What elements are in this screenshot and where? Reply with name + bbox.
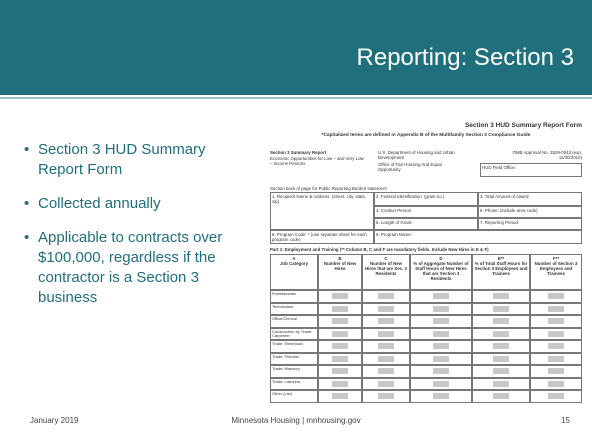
row-label: Other (List) (270, 390, 318, 403)
form-field: 9. Program Name: (374, 230, 582, 244)
col-label: % of Total Staff Hours for Section 3 Emp… (474, 261, 528, 276)
footer-center: Minnesota Housing | mnhousing.gov (0, 416, 592, 425)
input-box (548, 381, 564, 387)
input-box (493, 368, 509, 374)
input-box (332, 331, 348, 337)
row-label: Technicians (270, 303, 318, 316)
input-box (433, 293, 449, 299)
input-box (548, 306, 564, 312)
bullet-list: Section 3 HUD Summary Report Form Collect… (24, 140, 249, 322)
input-box (548, 393, 564, 399)
input-box (332, 343, 348, 349)
input-box (332, 293, 348, 299)
col-label: Number of New Hires (320, 261, 360, 271)
input-box (493, 331, 509, 337)
input-box (493, 381, 509, 387)
form-field: 6. Length of Grant: (374, 218, 478, 230)
col-label: Number of Section 3 Employees and Traine… (532, 261, 580, 276)
input-box (332, 318, 348, 324)
bullet: Collected annually (24, 194, 249, 214)
input-box (433, 343, 449, 349)
form-field: 5. Phone: (include area code) (478, 206, 582, 218)
col-header: F**Number of Section 3 Employees and Tra… (530, 254, 582, 290)
input-box (548, 356, 564, 362)
input-box (332, 356, 348, 362)
input-box (493, 393, 509, 399)
form-field: 3. Total Amount of Award: (478, 192, 582, 206)
row-label: Trade: Masonry (270, 365, 318, 378)
input-box (548, 331, 564, 337)
row-label: Trade: Electrician (270, 340, 318, 353)
input-box (493, 343, 509, 349)
input-box (378, 381, 394, 387)
page-number: 15 (561, 416, 570, 425)
form-field: 4. Contact Person (374, 206, 478, 218)
input-box (493, 318, 509, 324)
band-line (0, 97, 592, 99)
col-label: Number of New Hires that are Sec. 3 Resi… (364, 261, 408, 276)
col-header: D% of Aggregate Number of Staff Hours of… (410, 254, 472, 290)
col-label: Job Category (272, 261, 316, 266)
input-box (332, 306, 348, 312)
row-label: Professionals (270, 290, 318, 303)
input-box (493, 306, 509, 312)
row-label: Office/Clerical (270, 315, 318, 328)
input-box (433, 393, 449, 399)
input-box (378, 393, 394, 399)
input-box (378, 331, 394, 337)
form-note: *Capitalized terms are defined in Append… (268, 133, 584, 140)
input-box (433, 381, 449, 387)
form-field: 1. Recipient Name & Address: (street, ci… (270, 192, 374, 230)
col-header: AJob Category (270, 254, 318, 290)
row-label: Trade: Laborers (270, 378, 318, 391)
input-box (493, 356, 509, 362)
form-title: Section 3 HUD Summary Report Form (418, 122, 582, 131)
office: Office of Fair Housing And Equal Opportu… (378, 162, 448, 174)
input-box (378, 343, 394, 349)
input-box (332, 393, 348, 399)
form-field: 2. Federal Identification: (grant no.) (374, 192, 478, 206)
input-box (433, 306, 449, 312)
input-box (548, 318, 564, 324)
input-box (548, 293, 564, 299)
input-box (332, 381, 348, 387)
input-box (378, 306, 394, 312)
form-field: 7. Reporting Period: (478, 218, 582, 230)
input-box (493, 293, 509, 299)
input-box (378, 293, 394, 299)
input-box (433, 368, 449, 374)
input-box (378, 318, 394, 324)
field-office: HUD Field Office: (480, 163, 582, 177)
row-label: Trade: Plumber (270, 353, 318, 366)
part1: Part 1: Employment and Training (** Colu… (270, 247, 582, 253)
input-box (378, 356, 394, 362)
input-box (433, 356, 449, 362)
bullet: Applicable to contracts over $100,000, r… (24, 228, 249, 308)
input-box (433, 331, 449, 337)
bullet: Section 3 HUD Summary Report Form (24, 140, 249, 180)
omb: OMB Approval No. 2529-0043 (exp. 11/30/2… (496, 150, 582, 162)
col-label: % of Aggregate Number of Staff Hours of … (412, 261, 470, 281)
input-box (332, 368, 348, 374)
input-box (433, 318, 449, 324)
form-image: Section 3 HUD Summary Report Form *Capita… (268, 118, 584, 403)
row-label: Construction by Trade: Carpenter (270, 328, 318, 341)
form-field: 8. Program Code: * (use separate sheet f… (270, 230, 374, 244)
agency: U.S. Department of Housing and Urban Dev… (378, 150, 468, 162)
input-box (378, 368, 394, 374)
input-box (548, 343, 564, 349)
slide-title: Reporting: Section 3 (357, 44, 574, 72)
section-desc: Economic Opportunities for Low – and Ver… (270, 156, 365, 168)
col-header: BNumber of New Hires (318, 254, 362, 290)
input-box (548, 368, 564, 374)
col-header: E**% of Total Staff Hours for Section 3 … (472, 254, 530, 290)
slide: Reporting: Section 3 Section 3 HUD Summa… (0, 0, 592, 446)
